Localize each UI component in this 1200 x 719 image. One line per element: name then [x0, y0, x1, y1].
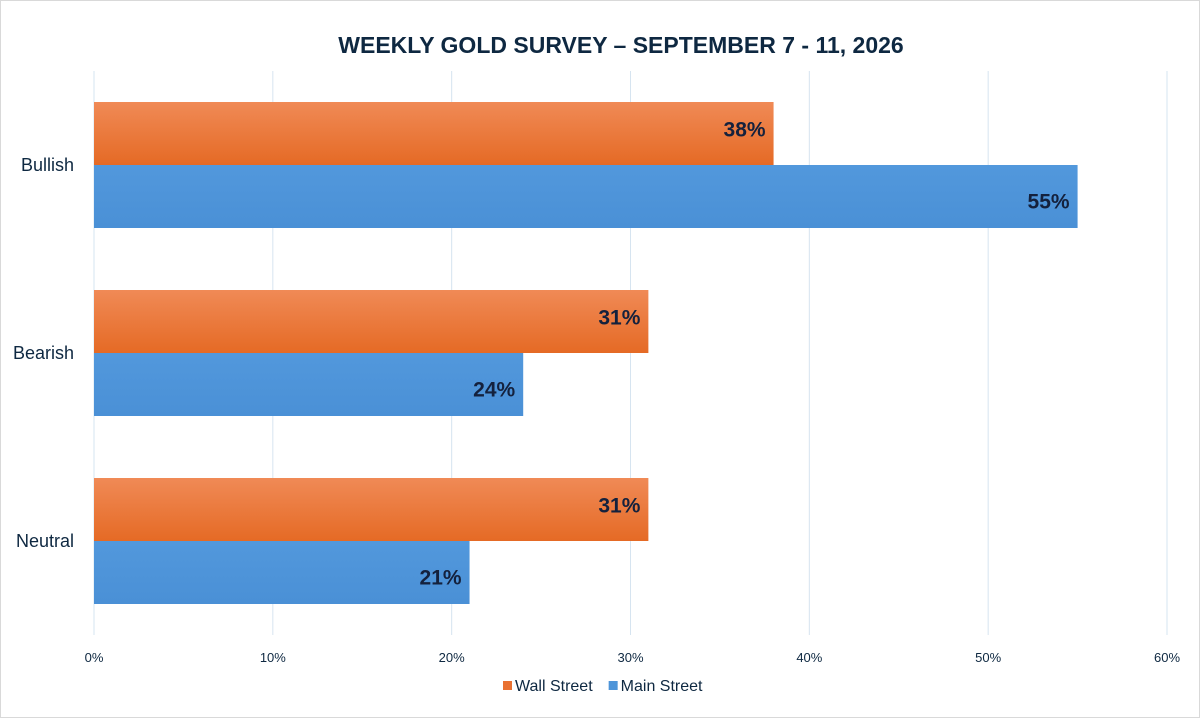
bars: [94, 102, 1078, 604]
category-label: Bearish: [13, 343, 74, 363]
x-tick-label: 40%: [796, 650, 822, 665]
category-label: Neutral: [16, 531, 74, 551]
data-label: 55%: [1028, 191, 1070, 214]
bar-main-street: [94, 165, 1078, 228]
x-tick-labels: 0% 10% 20% 30% 40% 50% 60%: [85, 650, 1181, 665]
legend-swatch: [608, 681, 618, 690]
bar-main-street: [94, 353, 524, 416]
x-tick-label: 0%: [85, 650, 104, 665]
legend-swatch: [503, 681, 512, 690]
x-tick-label: 30%: [617, 650, 643, 665]
x-tick-label: 50%: [975, 650, 1001, 665]
data-label: 31%: [598, 307, 640, 330]
bar-wall-street: [94, 290, 649, 353]
bar-wall-street: [94, 478, 649, 541]
x-tick-label: 60%: [1154, 650, 1180, 665]
category-labels: Bullish Bearish Neutral: [13, 155, 74, 551]
x-tick-label: 20%: [439, 650, 465, 665]
data-label: 21%: [420, 567, 462, 590]
data-label: 38%: [724, 119, 766, 142]
data-label: 31%: [598, 495, 640, 518]
legend: Wall Street Main Street: [503, 678, 703, 695]
chart-title: WEEKLY GOLD SURVEY – SEPTEMBER 7 - 11, 2…: [338, 32, 903, 58]
legend-label: Wall Street: [515, 678, 593, 695]
x-tick-label: 10%: [260, 650, 286, 665]
bar-wall-street: [94, 102, 774, 165]
data-labels: 38% 55% 31% 24% 31% 21%: [420, 119, 1070, 590]
bar-main-street: [94, 541, 470, 604]
category-label: Bullish: [21, 155, 74, 175]
data-label: 24%: [473, 379, 515, 402]
legend-label: Main Street: [621, 678, 703, 695]
